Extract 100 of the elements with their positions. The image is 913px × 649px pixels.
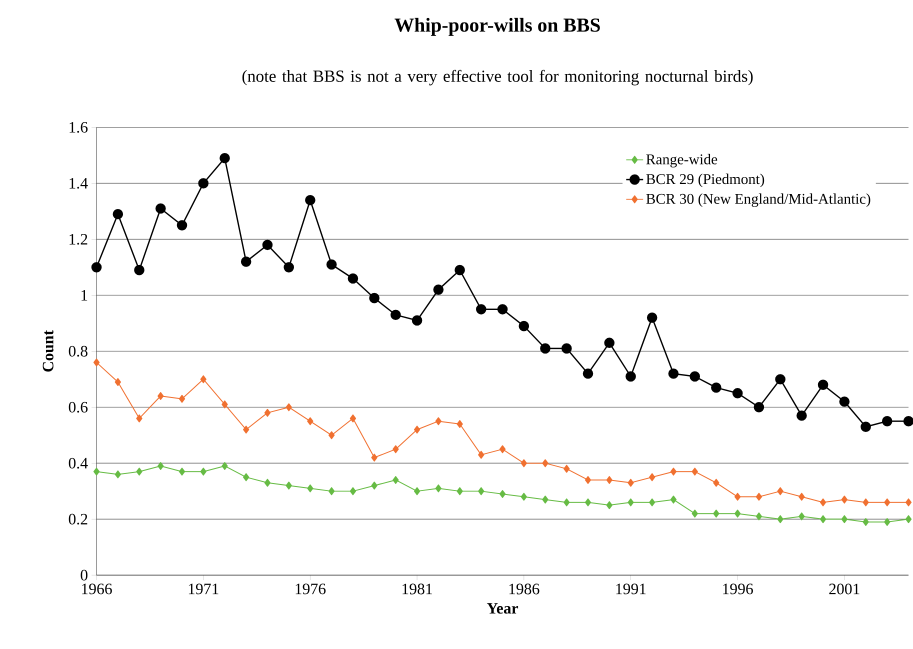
point [540,343,550,354]
point [561,343,572,354]
point [692,510,698,518]
point [91,262,102,273]
point [326,259,337,270]
point [860,422,871,432]
point [243,473,250,482]
point [220,153,230,164]
legend-label: BCR 29 (Piedmont) [646,174,764,188]
y-tick-label: 0 [80,570,88,581]
point [668,368,679,379]
point [497,304,508,315]
point [839,396,850,407]
point [754,402,764,413]
x-tick-label: 1996 [723,584,753,594]
point [713,510,720,518]
point [222,462,228,470]
legend-label: BCR 30 (New England/Mid-Atlantic) [646,194,870,208]
point [711,382,722,393]
point [606,476,612,484]
point [796,410,807,421]
point [520,459,527,468]
point [499,445,506,454]
x-tick-label: 1966 [82,584,112,594]
legend-label: Range-wide [646,154,718,168]
point [777,487,784,496]
point [222,400,228,409]
point [114,378,122,386]
y-tick-label: 1 [82,290,88,301]
point [606,501,612,510]
point [134,265,144,276]
point [178,394,186,403]
point [93,468,100,476]
point [414,426,420,434]
point [456,487,463,496]
chart-subtitle: (note that BBS is not a very effective tool for monitoring nocturnal birds) [242,70,753,86]
point [435,484,442,492]
point [818,380,828,390]
point [884,498,890,506]
x-tick-label: 1971 [188,584,218,594]
x-tick-label: 2001 [829,584,860,594]
point [905,515,912,524]
x-tick-label: 1991 [616,584,646,594]
point [777,515,784,524]
point [371,482,378,490]
point [734,510,741,518]
point [604,338,615,348]
y-tick-label: 1.6 [70,122,88,133]
point [369,293,380,304]
point [348,273,358,284]
x-axis-title: Year [486,603,518,614]
y-tick-label: 0.4 [68,458,88,469]
point [305,195,316,206]
point [628,478,634,487]
y-tick-label: 0.6 [68,402,88,413]
point [433,284,444,295]
point [350,487,356,496]
point [350,414,356,423]
point [820,498,826,506]
point [240,256,252,267]
point [476,304,486,315]
point [478,487,484,496]
point [264,408,271,417]
point [905,498,912,506]
point [414,487,420,496]
point [564,498,570,506]
y-tick-label: 1.4 [70,178,88,189]
point [499,490,506,498]
point [243,426,250,434]
point [862,498,869,506]
point [328,431,335,440]
point [584,498,592,506]
point [371,454,378,462]
point [456,420,463,428]
point [200,375,206,384]
x-tick-label: 1986 [509,584,540,594]
point [176,220,188,231]
point [564,464,570,473]
point [756,512,762,520]
point [542,459,548,468]
point [478,450,484,459]
point [286,482,292,490]
y-tick-label: 0.8 [68,346,88,357]
point [412,315,422,326]
point [670,496,677,504]
chart-title: Whip-poor-wills on BBS [394,18,600,36]
point [756,492,762,501]
point [584,476,592,484]
point [518,321,530,332]
point [264,478,271,487]
point [328,487,335,496]
point [392,476,399,484]
point [307,417,314,426]
x-tick-label: 1976 [296,584,326,594]
point [841,496,848,504]
point [136,414,142,423]
point [732,388,743,399]
point [692,468,698,476]
point [390,310,401,320]
point [520,492,527,501]
